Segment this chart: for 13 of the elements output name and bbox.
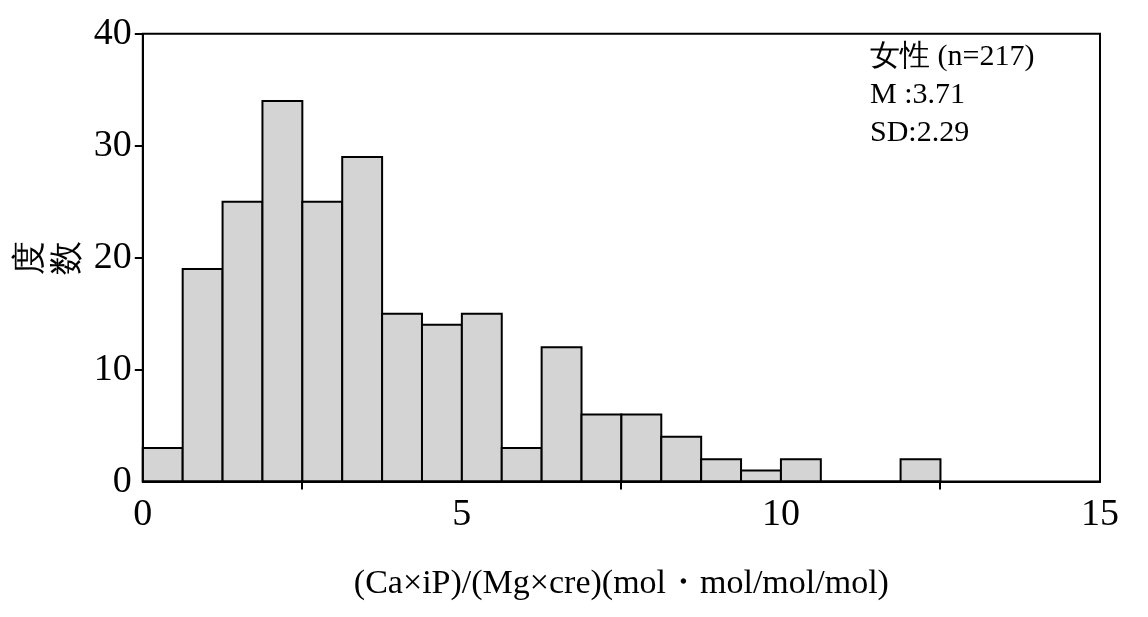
y-tick-label: 30 [93,121,132,164]
annotation: M :3.71 [870,75,966,109]
y-tick-label: 0 [112,457,132,500]
y-tick-label: 20 [93,233,132,276]
y-tick-label: 40 [93,9,132,52]
y-tick-label: 10 [93,345,132,388]
x-tick-label: 15 [1081,491,1119,534]
x-axis-title: (Ca×iP)/(Mg×cre)(mol・mol/mol/mol) [353,562,889,601]
y-axis-title: 度数 [9,240,85,275]
x-tick-label: 10 [761,491,800,534]
annotation: SD:2.29 [870,113,970,147]
annotation: 女性 (n=217) [870,37,1035,72]
x-tick-label: 5 [452,491,472,534]
